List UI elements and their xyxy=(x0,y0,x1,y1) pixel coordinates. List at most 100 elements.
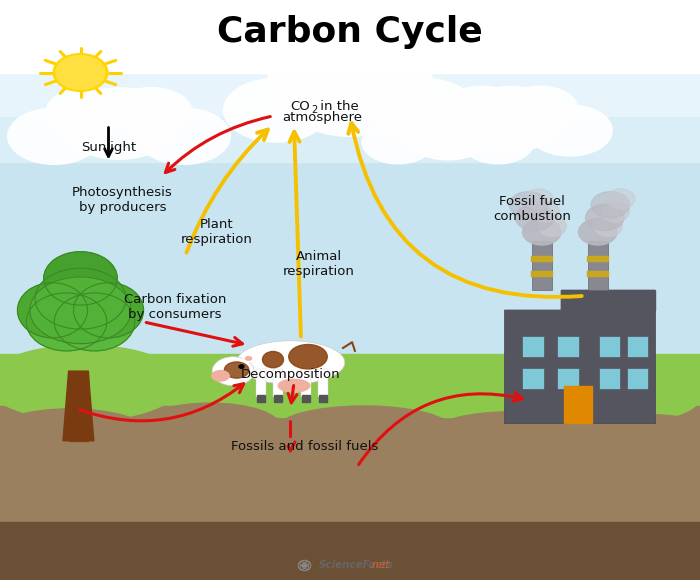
Bar xyxy=(561,290,654,310)
Bar xyxy=(626,336,648,357)
Ellipse shape xyxy=(283,55,417,136)
Bar xyxy=(69,371,88,441)
Ellipse shape xyxy=(340,55,433,110)
Ellipse shape xyxy=(538,216,566,236)
Bar xyxy=(556,368,579,389)
Ellipse shape xyxy=(410,105,494,156)
Bar xyxy=(626,368,648,389)
Ellipse shape xyxy=(0,345,182,420)
Ellipse shape xyxy=(288,345,328,369)
Text: atmosphere: atmosphere xyxy=(282,111,362,124)
Bar xyxy=(598,336,620,357)
Ellipse shape xyxy=(457,86,565,151)
Ellipse shape xyxy=(362,121,434,164)
Ellipse shape xyxy=(18,283,88,338)
Ellipse shape xyxy=(585,205,624,231)
Ellipse shape xyxy=(532,371,700,423)
Bar xyxy=(0,72,700,162)
Ellipse shape xyxy=(262,351,284,368)
Ellipse shape xyxy=(29,277,132,343)
Polygon shape xyxy=(504,290,654,310)
Bar xyxy=(587,256,608,261)
Ellipse shape xyxy=(391,104,454,142)
Bar xyxy=(0,0,700,72)
Ellipse shape xyxy=(578,219,617,245)
Bar xyxy=(532,241,552,290)
Bar xyxy=(588,241,608,290)
Text: CO: CO xyxy=(290,100,309,113)
Ellipse shape xyxy=(302,564,307,567)
Ellipse shape xyxy=(60,88,178,160)
Text: Plant
respiration: Plant respiration xyxy=(181,218,253,246)
Bar xyxy=(256,369,266,397)
Ellipse shape xyxy=(522,219,561,245)
Ellipse shape xyxy=(594,216,622,236)
Ellipse shape xyxy=(27,293,106,351)
Text: ScienceFacts: ScienceFacts xyxy=(318,560,393,571)
Bar xyxy=(531,256,552,261)
Ellipse shape xyxy=(588,415,700,455)
Ellipse shape xyxy=(111,88,192,136)
Bar xyxy=(0,522,700,580)
Ellipse shape xyxy=(53,54,108,92)
Bar xyxy=(0,354,700,423)
Text: Fossils and fossil fuels: Fossils and fossil fuels xyxy=(231,440,378,453)
Bar xyxy=(504,310,654,423)
Ellipse shape xyxy=(46,88,127,136)
Ellipse shape xyxy=(212,357,254,386)
Text: 2: 2 xyxy=(311,105,317,115)
Ellipse shape xyxy=(503,86,578,130)
Ellipse shape xyxy=(137,108,230,164)
Ellipse shape xyxy=(434,412,588,452)
Ellipse shape xyxy=(591,191,630,218)
Bar xyxy=(531,271,552,276)
Bar xyxy=(587,271,608,276)
Text: Carbon fixation
by consumers: Carbon fixation by consumers xyxy=(124,293,226,321)
Text: Fossil fuel
combustion: Fossil fuel combustion xyxy=(493,195,571,223)
Bar xyxy=(522,336,544,357)
Bar xyxy=(318,395,327,402)
Ellipse shape xyxy=(56,56,105,89)
Text: Carbon Cycle: Carbon Cycle xyxy=(217,15,483,49)
Ellipse shape xyxy=(444,86,519,130)
Ellipse shape xyxy=(462,121,534,164)
Text: Sunlight: Sunlight xyxy=(81,142,136,154)
Ellipse shape xyxy=(276,406,452,452)
Bar xyxy=(273,369,283,397)
Ellipse shape xyxy=(43,252,118,305)
Ellipse shape xyxy=(402,104,493,160)
Text: Photosynthesis
by producers: Photosynthesis by producers xyxy=(72,186,173,214)
Text: Decomposition: Decomposition xyxy=(241,368,340,380)
Ellipse shape xyxy=(224,362,248,378)
Ellipse shape xyxy=(607,189,635,209)
Bar xyxy=(0,72,700,116)
Ellipse shape xyxy=(442,104,505,142)
Ellipse shape xyxy=(515,205,554,231)
Text: Animal
respiration: Animal respiration xyxy=(283,250,354,278)
Ellipse shape xyxy=(531,202,559,222)
Ellipse shape xyxy=(368,360,542,418)
Bar xyxy=(564,386,592,423)
Ellipse shape xyxy=(0,409,147,455)
Bar xyxy=(556,336,579,357)
Ellipse shape xyxy=(244,356,253,361)
Ellipse shape xyxy=(211,371,229,381)
Ellipse shape xyxy=(8,108,101,164)
Ellipse shape xyxy=(189,354,399,418)
Ellipse shape xyxy=(370,78,477,142)
Ellipse shape xyxy=(55,293,134,351)
Ellipse shape xyxy=(525,189,553,209)
Ellipse shape xyxy=(528,105,612,156)
Ellipse shape xyxy=(510,191,547,218)
Text: .net: .net xyxy=(369,560,389,571)
Bar xyxy=(0,72,700,406)
Bar xyxy=(0,406,700,539)
Bar xyxy=(522,368,544,389)
Ellipse shape xyxy=(237,341,344,384)
Ellipse shape xyxy=(223,78,330,142)
Bar xyxy=(301,369,311,397)
Ellipse shape xyxy=(74,283,144,338)
Bar xyxy=(318,369,328,397)
Bar xyxy=(302,395,310,402)
Ellipse shape xyxy=(267,55,360,110)
